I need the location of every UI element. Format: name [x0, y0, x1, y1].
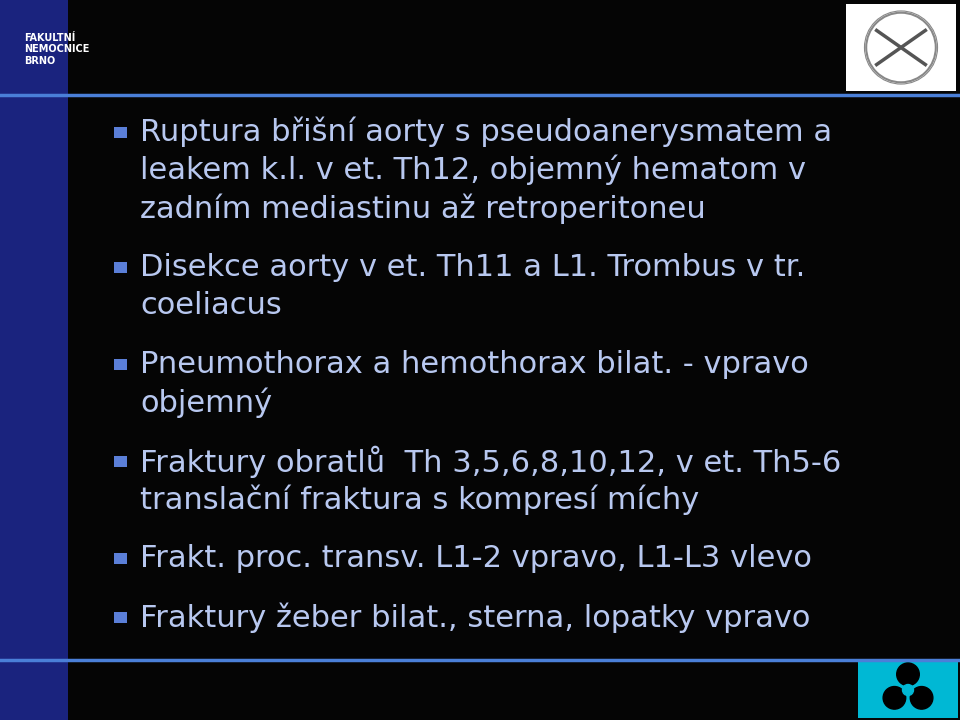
Text: Fraktury žeber bilat., sterna, lopatky vpravo: Fraktury žeber bilat., sterna, lopatky v… [140, 603, 810, 633]
Circle shape [897, 663, 920, 685]
FancyBboxPatch shape [113, 456, 127, 467]
FancyBboxPatch shape [0, 0, 960, 95]
FancyBboxPatch shape [113, 359, 127, 370]
FancyBboxPatch shape [846, 4, 956, 91]
Text: Frakt. proc. transv. L1-2 vpravo, L1-L3 vlevo: Frakt. proc. transv. L1-2 vpravo, L1-L3 … [140, 544, 812, 573]
FancyBboxPatch shape [0, 0, 68, 720]
Text: coeliacus: coeliacus [140, 291, 281, 320]
Text: FAKULTNÍ
NEMOCNICE
BRNO: FAKULTNÍ NEMOCNICE BRNO [24, 33, 89, 66]
Text: Ruptura břišní aorty s pseudoanerysmatem a: Ruptura břišní aorty s pseudoanerysmatem… [140, 117, 832, 148]
FancyBboxPatch shape [113, 262, 127, 273]
Circle shape [902, 685, 914, 696]
FancyBboxPatch shape [113, 127, 127, 138]
Circle shape [883, 687, 905, 709]
Text: objemný: objemný [140, 387, 272, 418]
Text: leakem k.l. v et. Th12, objemný hematom v: leakem k.l. v et. Th12, objemný hematom … [140, 155, 806, 186]
Text: Pneumothorax a hemothorax bilat. - vpravo: Pneumothorax a hemothorax bilat. - vprav… [140, 350, 808, 379]
Circle shape [910, 687, 933, 709]
Text: zadním mediastinu až retroperitoneu: zadním mediastinu až retroperitoneu [140, 193, 706, 223]
FancyBboxPatch shape [113, 613, 127, 624]
Text: Disekce aorty v et. Th11 a L1. Trombus v tr.: Disekce aorty v et. Th11 a L1. Trombus v… [140, 253, 805, 282]
FancyBboxPatch shape [858, 662, 958, 718]
Text: translační fraktura s kompresí míchy: translační fraktura s kompresí míchy [140, 485, 699, 515]
Text: Fraktury obratlů  Th 3,5,6,8,10,12, v et. Th5-6: Fraktury obratlů Th 3,5,6,8,10,12, v et.… [140, 446, 841, 478]
FancyBboxPatch shape [113, 554, 127, 564]
